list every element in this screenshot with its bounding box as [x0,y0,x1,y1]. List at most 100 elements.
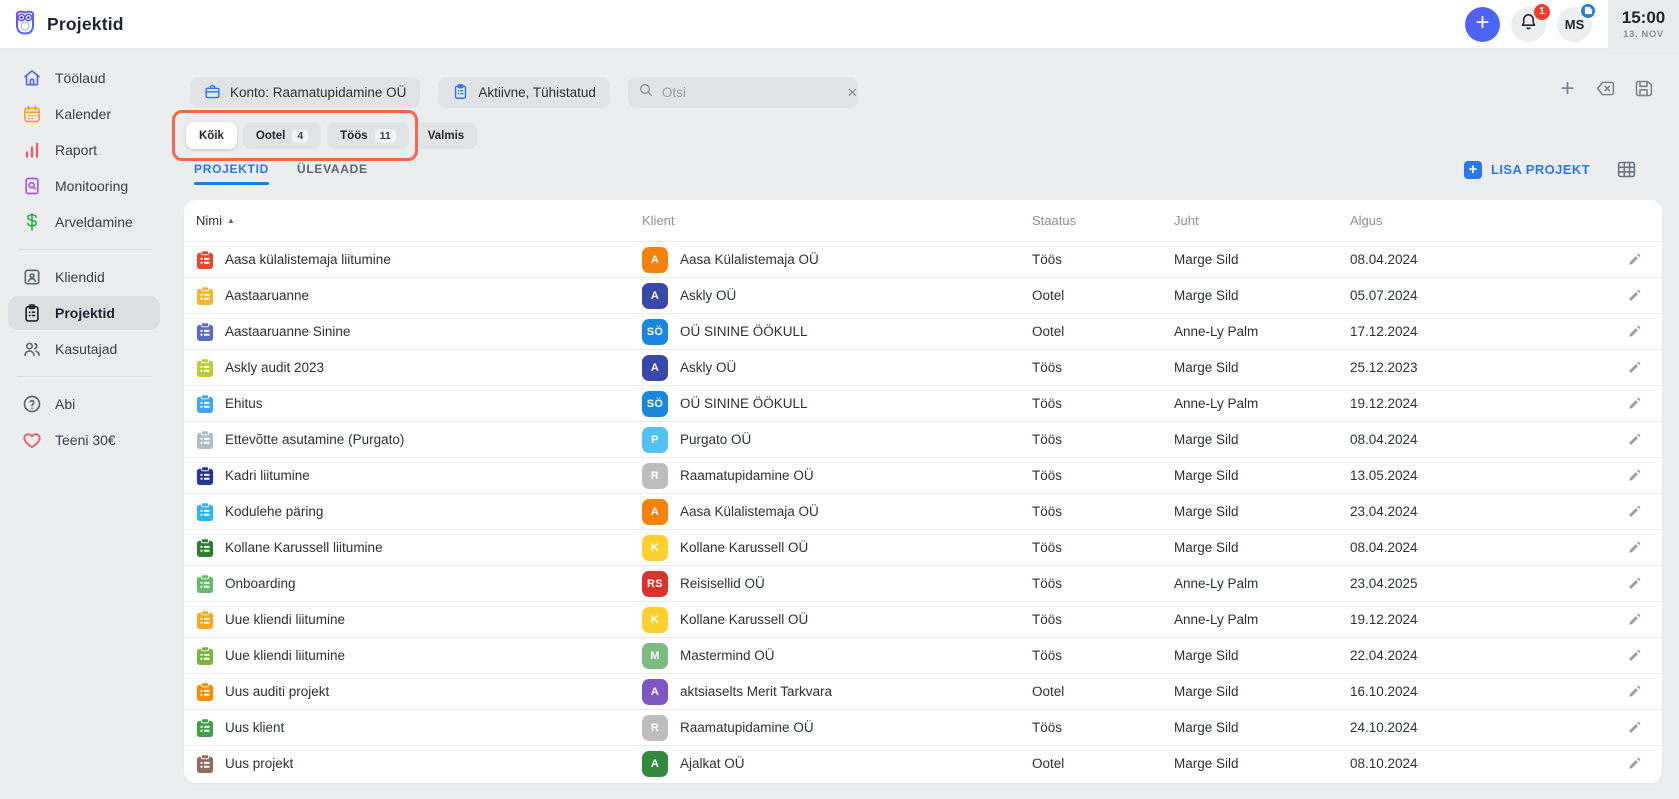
sidebar-item-projektid[interactable]: Projektid [8,296,160,330]
edit-icon[interactable] [1626,251,1643,268]
client-name: Raamatupidamine OÜ [680,468,814,483]
sidebar: Töölaud Kalender Raport Monitooring Arve… [0,49,170,799]
add-project-button[interactable]: + LISA PROJEKT [1464,160,1590,179]
status-cell: Töös [1032,252,1063,267]
client-name: Kollane Karussell OÜ [680,612,809,627]
notifications-button[interactable]: 1 [1511,3,1550,42]
search-box[interactable]: ✕ [627,77,858,108]
table-row[interactable]: Uue kliendi liitumine K Kollane Karussel… [184,601,1662,637]
table-row[interactable]: Aasa külalistemaja liitumine A Aasa Küla… [184,241,1662,277]
sidebar-item-kasutajad[interactable]: Kasutajad [8,332,160,366]
tab-ulevaade[interactable]: ÜLEVAADE [296,162,368,176]
edit-icon[interactable] [1626,575,1643,592]
status-cell: Töös [1032,396,1063,411]
start-date-cell: 19.12.2024 [1350,396,1418,411]
status-tab-toos[interactable]: Töös 11 [327,122,409,149]
client-avatar-badge: K [642,606,668,633]
table-row[interactable]: Askly audit 2023 A Askly OÜ Töös Marge S… [184,349,1662,385]
table-row[interactable]: Onboarding RS Reisisellid OÜ Töös Anne-L… [184,565,1662,601]
sidebar-item-teeni[interactable]: Teeni 30€ [8,423,160,457]
edit-icon[interactable] [1626,755,1643,772]
table-row[interactable]: Uus projekt A Ajalkat OÜ Ootel Marge Sil… [184,745,1662,781]
sidebar-item-raport[interactable]: Raport [8,133,160,167]
add-filter-icon[interactable]: + [1560,74,1575,102]
table-view-icon[interactable] [1616,159,1637,180]
edit-icon[interactable] [1626,503,1643,520]
sidebar-item-kalender[interactable]: Kalender [8,97,160,131]
table-row[interactable]: Uus auditi projekt A aktsiaselts Merit T… [184,673,1662,709]
client-name: OÜ SININE ÖÖKULL [680,396,808,411]
start-date-cell: 25.12.2023 [1350,360,1418,375]
status-tab-valmis[interactable]: Valmis [414,122,478,149]
table-row[interactable]: Ehitus SÖ OÜ SININE ÖÖKULL Töös Anne-Ly … [184,385,1662,421]
edit-icon[interactable] [1626,395,1643,412]
client-name: Aasa Külalistemaja OÜ [680,252,819,267]
edit-icon[interactable] [1626,683,1643,700]
clear-filters-icon[interactable] [1595,78,1616,99]
table-row[interactable]: Uue kliendi liitumine M Mastermind OÜ Tö… [184,637,1662,673]
status-cell: Töös [1032,540,1063,555]
table-row[interactable]: Uus klient R Raamatupidamine OÜ Töös Mar… [184,709,1662,745]
table-row[interactable]: Aastaaruanne A Askly OÜ Ootel Marge Sild… [184,277,1662,313]
edit-icon[interactable] [1626,539,1643,556]
sidebar-item-kliendid[interactable]: Kliendid [8,260,160,294]
table-row[interactable]: Ettevõtte asutamine (Purgato) P Purgato … [184,421,1662,457]
status-tab-ootel[interactable]: Ootel 4 [242,122,322,149]
column-header-juht[interactable]: Juht [1174,213,1199,228]
status-cell: Töös [1032,720,1063,735]
column-header-staatus[interactable]: Staatus [1032,213,1077,228]
project-name: Onboarding [225,576,296,591]
table-row[interactable]: Kollane Karussell liitumine K Kollane Ka… [184,529,1662,565]
bell-icon [1519,12,1538,36]
manager-cell: Marge Sild [1174,540,1239,555]
edit-icon[interactable] [1626,359,1643,376]
project-name: Aasa külalistemaja liitumine [225,252,391,267]
avatar-initials: MS [1564,16,1585,32]
table-row[interactable]: Kadri liitumine R Raamatupidamine OÜ Töö… [184,457,1662,493]
edit-icon[interactable] [1626,611,1643,628]
project-clipboard-icon [196,609,214,630]
account-filter-chip[interactable]: Konto: Raamatupidamine OÜ [190,77,421,108]
column-header-algus[interactable]: Algus [1350,213,1383,228]
edit-icon[interactable] [1626,323,1643,340]
view-tabs: PROJEKTID ÜLEVAADE [194,162,368,185]
status-tab-koik[interactable]: Kõik [186,122,237,149]
heart-icon [22,430,42,450]
manager-cell: Marge Sild [1174,252,1239,267]
column-header-nimi[interactable]: Nimi ▲ [196,213,235,228]
column-header-klient[interactable]: Klient [642,213,675,228]
manager-cell: Marge Sild [1174,288,1239,303]
edit-icon[interactable] [1626,719,1643,736]
table-row[interactable]: Kodulehe päring A Aasa Külalistemaja OÜ … [184,493,1662,529]
sidebar-item-abi[interactable]: Abi [8,387,160,421]
search-input[interactable] [661,85,839,100]
project-clipboard-icon [196,321,214,342]
client-name: Reisisellid OÜ [680,576,765,591]
project-clipboard-icon [196,285,214,306]
manager-cell: Anne-Ly Palm [1174,576,1259,591]
edit-icon[interactable] [1626,287,1643,304]
edit-icon[interactable] [1626,647,1643,664]
status-filter-chip[interactable]: Aktiivne, Tühistatud [438,77,610,108]
table-row[interactable]: Aastaaruanne Sinine SÖ OÜ SININE ÖÖKULL … [184,313,1662,349]
client-name: Raamatupidamine OÜ [680,720,814,735]
global-add-button[interactable]: + [1465,6,1500,42]
save-view-icon[interactable] [1633,78,1654,99]
sidebar-item-label: Kasutajad [55,341,118,357]
monitoring-icon [22,176,42,196]
status-cell: Töös [1032,468,1063,483]
search-clear-icon[interactable]: ✕ [846,84,858,100]
project-name: Uus projekt [225,756,294,771]
edit-icon[interactable] [1626,467,1643,484]
edit-icon[interactable] [1626,431,1643,448]
sidebar-item-monitooring[interactable]: Monitooring [8,169,160,203]
sidebar-item-arveldamine[interactable]: Arveldamine [8,205,160,239]
tab-projektid[interactable]: PROJEKTID [194,162,269,185]
sidebar-item-toolaud[interactable]: Töölaud [8,61,160,95]
client-name: Aasa Külalistemaja OÜ [680,504,819,519]
user-avatar[interactable]: MS [1557,1,1597,42]
top-bar: Projektid + 1 MS 15:00 13. NOV [0,0,1679,49]
sidebar-item-label: Teeni 30€ [55,432,116,448]
calendar-icon [22,104,42,124]
manager-cell: Anne-Ly Palm [1174,612,1259,627]
